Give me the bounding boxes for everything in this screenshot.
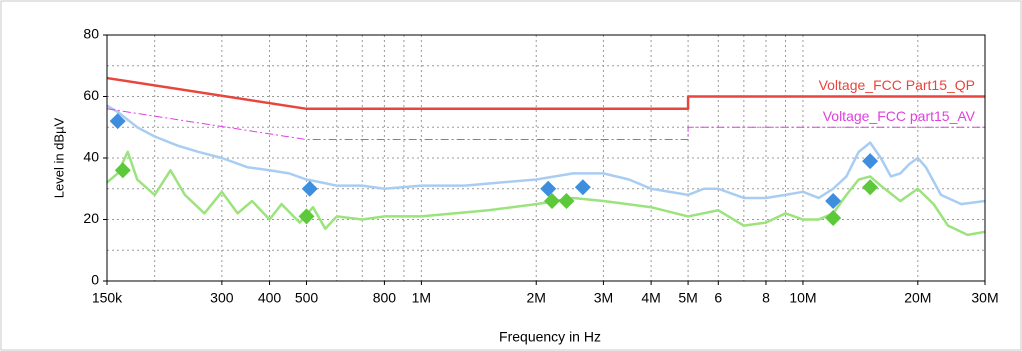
marker xyxy=(540,180,557,197)
series-line xyxy=(106,150,986,237)
x-tick-label: 500 xyxy=(295,290,319,306)
x-axis-label: Frequency in Hz xyxy=(499,329,601,345)
x-tick-label: 150k xyxy=(92,290,123,306)
y-axis-label: Level in dBµV xyxy=(51,117,66,198)
x-tick-label: 2M xyxy=(527,290,546,306)
series-label: Voltage_FCC part15_AV xyxy=(823,108,976,124)
marker xyxy=(114,162,131,179)
series-line xyxy=(106,76,985,111)
x-tick-label: 6 xyxy=(714,290,722,306)
y-tick-label: 20 xyxy=(83,210,99,226)
series-line xyxy=(106,108,985,141)
marker xyxy=(301,180,318,197)
x-tick-label: 10M xyxy=(789,290,816,306)
marker xyxy=(558,193,575,210)
series-line xyxy=(106,104,986,206)
y-tick-label: 60 xyxy=(83,87,99,103)
y-tick-label: 0 xyxy=(91,272,99,288)
x-tick-label: 3M xyxy=(594,290,613,306)
x-tick-label: 30M xyxy=(971,290,998,306)
x-tick-label: 4M xyxy=(641,290,660,306)
y-tick-label: 80 xyxy=(83,26,99,42)
x-tick-label: 5M xyxy=(678,290,697,306)
marker xyxy=(298,208,315,225)
x-tick-label: 300 xyxy=(210,290,234,306)
y-tick-label: 40 xyxy=(83,149,99,165)
marker xyxy=(862,153,879,170)
x-tick-label: 8 xyxy=(762,290,770,306)
marker xyxy=(825,193,842,210)
x-tick-label: 20M xyxy=(904,290,931,306)
plot-area: Voltage_FCC Part15_QP Voltage_FCC part15_… xyxy=(106,76,986,237)
marker xyxy=(825,209,842,226)
marker xyxy=(109,113,126,130)
x-tick-label: 1M xyxy=(412,290,431,306)
marker xyxy=(574,179,591,196)
marker xyxy=(544,193,561,210)
series-label: Voltage_FCC Part15_QP xyxy=(819,77,975,93)
x-tick-label: 800 xyxy=(373,290,397,306)
marker xyxy=(862,179,879,196)
x-tick-label: 400 xyxy=(258,290,282,306)
